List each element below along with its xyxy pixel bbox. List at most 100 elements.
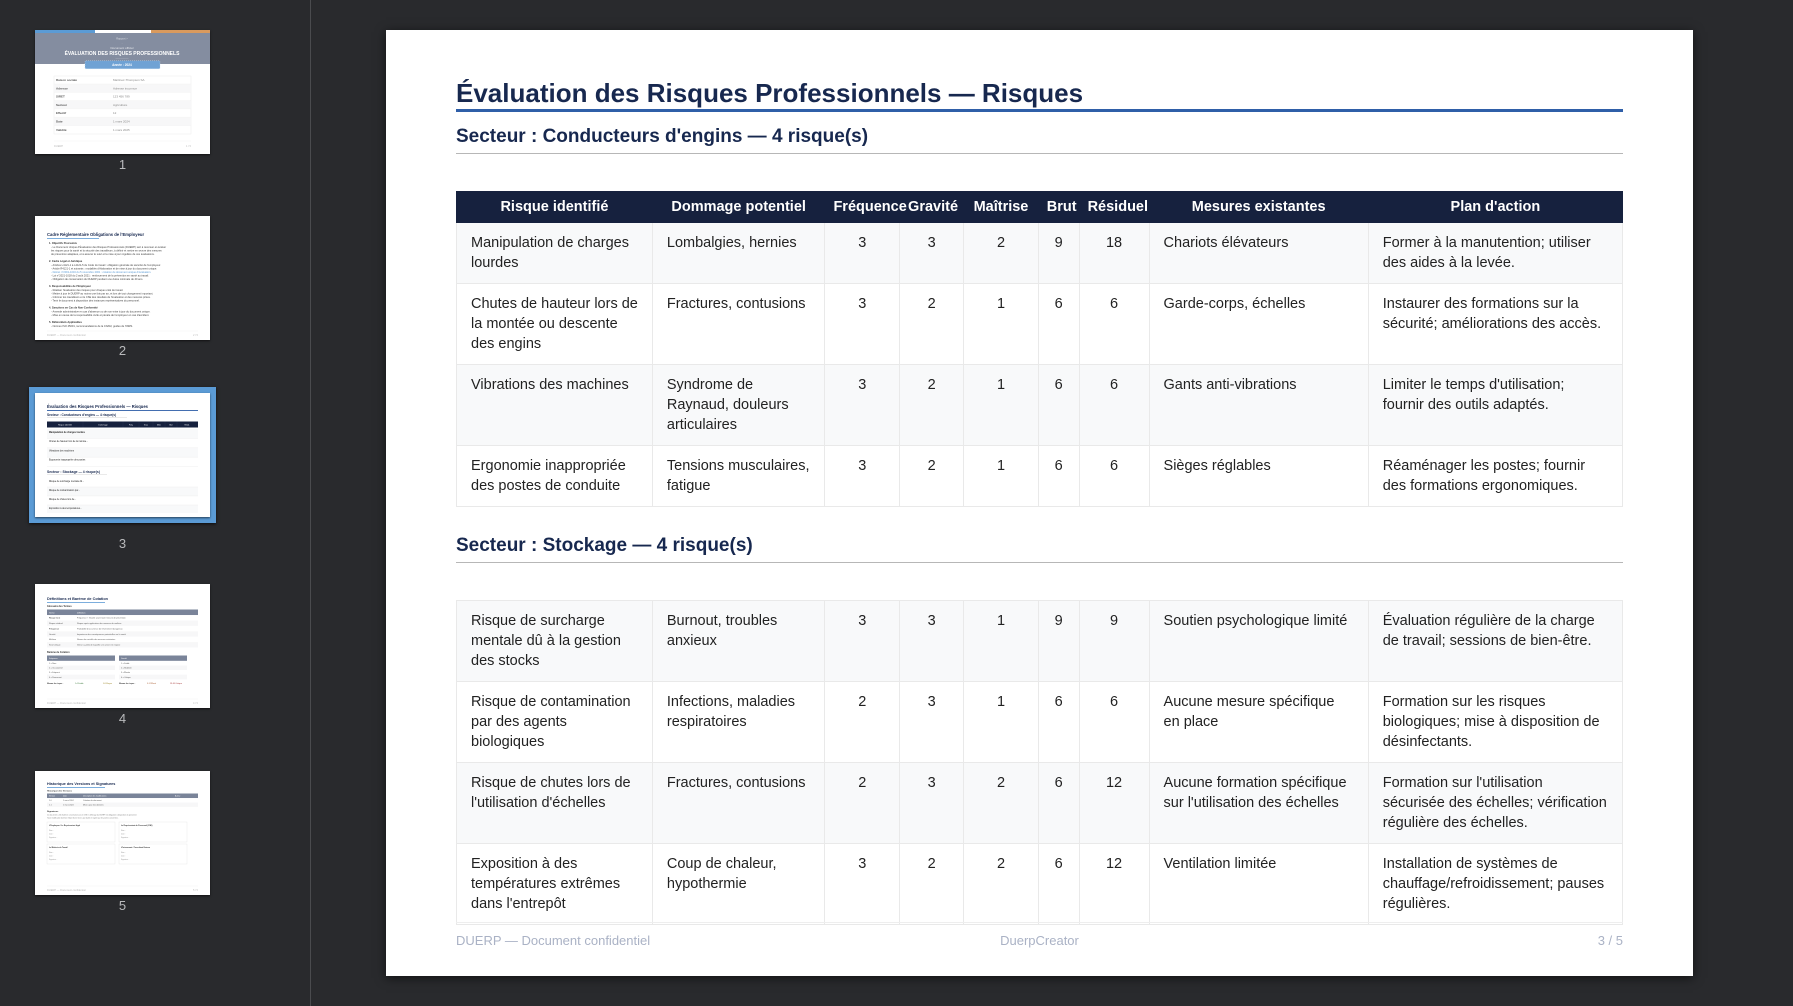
svg-text:Cadre Réglementaire Obligation: Cadre Réglementaire Obligations de l'Emp… (47, 232, 144, 237)
svg-text:Nom :: Nom : (49, 852, 54, 854)
svg-text:Gravité: Gravité (49, 633, 56, 636)
svg-text:2 = Occasionnel: 2 = Occasionnel (49, 668, 63, 670)
svg-text:Mise à jour des données: Mise à jour des données (83, 804, 104, 807)
svg-text:1-4 Faible: 1-4 Faible (75, 683, 83, 685)
svg-text:Signature :: Signature : (121, 858, 130, 861)
svg-text:1 mars 2024: 1 mars 2024 (63, 804, 74, 807)
svg-text:Risque brut: Risque brut (49, 617, 60, 620)
svg-text:4 = Permanent: 4 = Permanent (49, 676, 62, 679)
svg-text:―――――: ――――― (116, 57, 129, 60)
svg-text:Création du document: Création du document (83, 799, 102, 802)
svg-text:1. Objectifs Poursuivis: 1. Objectifs Poursuivis (49, 241, 78, 245)
svg-text:1 = Rare: 1 = Rare (49, 662, 56, 665)
svg-text:Date :: Date : (121, 833, 126, 836)
svg-text:Adresse inconnue: Adresse inconnue (113, 86, 137, 90)
svg-text:- Décret n°2001-1016 du 5 nove: - Décret n°2001-1016 du 5 novembre 2001 … (51, 270, 151, 274)
svg-text:Exposition à des températures.: Exposition à des températures... (49, 507, 82, 510)
svg-text:- Mise en cause de la responsa: - Mise en cause de la responsabilité civ… (51, 313, 149, 317)
svg-text:Niveau de risque :: Niveau de risque : (119, 683, 136, 685)
svg-text:Fréquence: Fréquence (49, 628, 60, 630)
svg-text:Ergonomie inappropriée des pos: Ergonomie inappropriée des postes (49, 459, 86, 462)
svg-text:Probabilité d'occurrence de l': Probabilité d'occurrence de l'événement … (77, 627, 122, 630)
svg-text:Date :: Date : (121, 855, 126, 858)
svg-text:13-16 Critique: 13-16 Critique (170, 682, 182, 685)
svg-text:Validité: Validité (56, 128, 67, 132)
svg-text:- Normes ISO 45001, recommanda: - Normes ISO 45001, recommandations de l… (51, 324, 133, 328)
svg-text:12: 12 (113, 111, 117, 115)
svg-text:Nom :: Nom : (49, 830, 54, 832)
svg-text:Niveau de risque :: Niveau de risque : (47, 683, 64, 685)
svg-text:- Tenir le document à disposit: - Tenir le document à disposition des in… (51, 299, 140, 303)
svg-text:Manipulation de charges lourde: Manipulation de charges lourdes (49, 431, 86, 434)
svg-text:Maît.: Maît. (157, 424, 161, 427)
svg-text:Adresse: Adresse (56, 86, 68, 90)
svg-text:Risque de contamination par...: Risque de contamination par... (49, 489, 80, 492)
svg-text:Fréquence × Gravité avant tout: Fréquence × Gravité avant toute mesure d… (77, 617, 126, 620)
svg-text:DUERP — Document confidentiel: DUERP — Document confidentiel (47, 701, 86, 705)
svg-text:2 / 5: 2 / 5 (193, 333, 199, 337)
svg-text:ÉVALUATION DES RISQUES PROFESS: ÉVALUATION DES RISQUES PROFESSIONNELS (65, 49, 180, 57)
svg-text:Toute modification doit faire: Toute modification doit faire l'objet d'… (47, 817, 119, 820)
svg-text:L'Intervenant / Consultant Ext: L'Intervenant / Consultant Externe (121, 846, 150, 849)
svg-text:Date: Date (63, 795, 67, 798)
svg-text:- Mettre à jour le DUERP au mo: - Mettre à jour le DUERP au moins une fo… (51, 292, 153, 296)
svg-text:- Réaliser l'évaluation des ri: - Réaliser l'évaluation des risques pour… (51, 288, 123, 292)
svg-text:Terme: Terme (49, 612, 55, 614)
svg-text:Description des modifications: Description des modifications (83, 795, 106, 798)
svg-text:Évaluation des Risques Profess: Évaluation des Risques Professionnels — … (47, 404, 149, 409)
svg-text:Définitions et Barème de Cotat: Définitions et Barème de Cotation (47, 597, 109, 601)
svg-text:Martinez-Thompson SA: Martinez-Thompson SA (113, 78, 145, 82)
svg-text:Brut: Brut (169, 424, 173, 427)
svg-text:les risques pour la santé et l: les risques pour la santé et la sécurité… (51, 249, 162, 253)
svg-text:Le Représentant du Personnel (: Le Représentant du Personnel (CSE) (121, 824, 153, 827)
svg-text:Document officiel: Document officiel (111, 46, 134, 50)
svg-text:Raison sociale: Raison sociale (56, 78, 77, 82)
svg-text:L'Employeur / Le Représentant: L'Employeur / Le Représentant légal (49, 824, 80, 827)
svg-text:Secteur : Conducteurs d'engins: Secteur : Conducteurs d'engins — 4 risqu… (47, 413, 116, 417)
svg-text:Risque de chutes lors de...: Risque de chutes lors de... (49, 498, 77, 501)
svg-text:Niveau de contrôle des mesures: Niveau de contrôle des mesures existante… (77, 638, 115, 641)
svg-text:1 mars 2025: 1 mars 2025 (113, 128, 130, 132)
svg-text:Secteur: Secteur (56, 103, 68, 107)
svg-text:123 456 789: 123 456 789 (113, 95, 130, 99)
svg-text:Fréq.: Fréq. (129, 425, 134, 427)
svg-text:3 = Fréquent: 3 = Fréquent (49, 671, 60, 674)
svg-text:Risque après application des m: Risque après application des mesures de … (77, 622, 122, 625)
svg-text:Signature :: Signature : (49, 836, 58, 839)
svg-text:SIRET: SIRET (56, 95, 65, 99)
svg-text:2 = Modérée: 2 = Modérée (121, 667, 132, 670)
svg-text:Nom :: Nom : (121, 830, 126, 832)
svg-text:Ce document a été établi en co: Ce document a été établi en concertation… (47, 814, 137, 817)
svg-text:3 = Élevée: 3 = Élevée (121, 671, 130, 674)
svg-text:Agriculture: Agriculture (113, 103, 128, 107)
svg-text:Grav.: Grav. (144, 425, 149, 427)
svg-text:Barème de Cotation: Barème de Cotation (47, 651, 70, 654)
svg-text:Glossaire des Termes: Glossaire des Termes (47, 605, 72, 608)
svg-text:- Obligation de conservation d: - Obligation de conservation du DUERP pe… (51, 277, 143, 281)
svg-text:Définition: Définition (77, 611, 85, 614)
svg-text:Signatures: Signatures (47, 810, 59, 813)
svg-text:Chutes de hauteur lors de la m: Chutes de hauteur lors de la montée... (49, 440, 88, 443)
svg-text:Gravité: Gravité (121, 657, 127, 660)
svg-text:Fréquence: Fréquence (49, 658, 58, 660)
svg-text:1.0: 1.0 (49, 800, 52, 802)
svg-text:Signature :: Signature : (49, 858, 58, 861)
svg-text:Nom :: Nom : (121, 852, 126, 854)
svg-text:Vibrations des machines: Vibrations des machines (49, 450, 75, 453)
svg-text:·: · (122, 42, 123, 45)
svg-text:9-12 Élevé: 9-12 Élevé (147, 682, 156, 685)
svg-text:4 = Critique: 4 = Critique (121, 676, 131, 679)
svg-text:Rapport >: Rapport > (116, 37, 128, 41)
svg-text:Risque identifié: Risque identifié (58, 424, 73, 427)
svg-text:Date: Date (56, 120, 63, 124)
svg-text:Effectif: Effectif (56, 111, 66, 115)
svg-text:DUERP — Document confidentiel: DUERP — Document confidentiel (47, 888, 86, 892)
svg-text:1 mars 2024: 1 mars 2024 (113, 120, 130, 124)
svg-text:Historique des Versions et Sig: Historique des Versions et Signatures (47, 782, 115, 786)
svg-text:1 / 5: 1 / 5 (186, 144, 192, 148)
svg-text:Secteur : Stockage — 4 risque(: Secteur : Stockage — 4 risque(s) (47, 470, 100, 474)
svg-text:5. Référentiels Applicables: 5. Référentiels Applicables (49, 320, 82, 324)
svg-text:Maîtrise: Maîtrise (49, 638, 57, 641)
svg-text:Importance des conséquences po: Importance des conséquences potentielles… (77, 633, 127, 636)
svg-text:Date :: Date : (49, 833, 54, 836)
